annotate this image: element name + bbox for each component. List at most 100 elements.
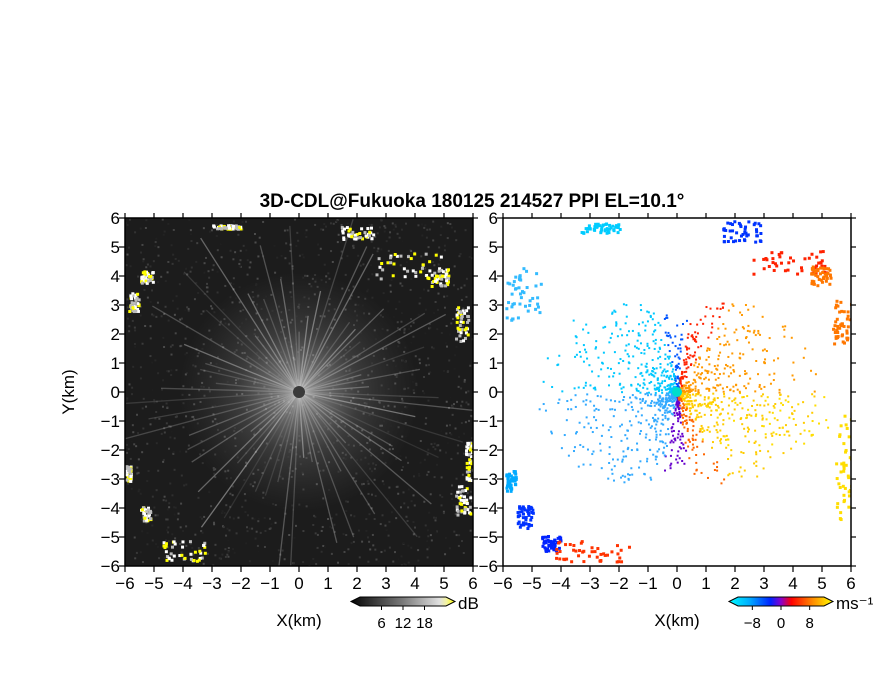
noise-speck xyxy=(469,364,472,367)
boundary-echo xyxy=(386,261,390,265)
noise-speck xyxy=(449,396,452,399)
noise-speck xyxy=(377,560,380,563)
noise-speck xyxy=(396,232,399,235)
boundary-echo xyxy=(524,518,528,522)
boundary-echo xyxy=(455,307,459,311)
reflectivity-x-tick-label: 3 xyxy=(381,574,390,593)
noise-speck xyxy=(406,519,409,522)
noise-speck xyxy=(333,530,336,533)
velocity-gate xyxy=(685,396,688,399)
velocity-gate xyxy=(698,430,701,433)
velocity-gate xyxy=(758,383,761,386)
boundary-echo xyxy=(842,324,846,328)
noise-speck xyxy=(233,551,236,554)
noise-speck xyxy=(130,487,133,490)
radar-center xyxy=(672,387,682,397)
noise-speck xyxy=(186,273,189,276)
velocity-gate xyxy=(624,475,627,478)
boundary-echo xyxy=(131,292,135,296)
velocity-gate xyxy=(657,389,660,392)
velocity-gate xyxy=(708,387,711,390)
noise-speck xyxy=(455,345,458,348)
boundary-echo xyxy=(842,442,846,446)
velocity-gate xyxy=(769,382,772,385)
boundary-echo xyxy=(525,286,529,290)
boundary-echo xyxy=(595,555,599,559)
velocity-gate xyxy=(772,431,775,434)
noise-speck xyxy=(183,484,186,487)
noise-speck xyxy=(127,472,130,475)
noise-speck xyxy=(132,431,135,434)
boundary-echo xyxy=(779,261,783,265)
noise-speck xyxy=(157,469,160,472)
noise-speck xyxy=(427,289,430,292)
velocity-gate xyxy=(584,403,587,406)
noise-speck xyxy=(425,417,428,420)
velocity-gate xyxy=(689,383,692,386)
boundary-echo xyxy=(439,282,443,286)
noise-speck xyxy=(445,424,448,427)
velocity-gate xyxy=(681,398,684,401)
noise-speck xyxy=(335,513,338,516)
boundary-echo xyxy=(510,487,514,491)
boundary-echo xyxy=(544,548,548,552)
noise-speck xyxy=(225,504,228,507)
reflectivity-x-tick-label: 5 xyxy=(439,574,448,593)
noise-speck xyxy=(387,497,390,500)
noise-speck xyxy=(129,265,132,268)
velocity-gate xyxy=(667,397,670,400)
noise-speck xyxy=(467,403,470,406)
velocity-gate xyxy=(700,471,703,474)
noise-speck xyxy=(428,546,431,549)
velocity-gate xyxy=(703,453,706,456)
velocity-gate xyxy=(710,403,713,406)
noise-speck xyxy=(412,521,415,524)
noise-speck xyxy=(264,529,267,532)
noise-speck xyxy=(185,450,188,453)
noise-speck xyxy=(424,224,427,227)
noise-speck xyxy=(352,237,355,240)
radial-streak xyxy=(254,391,300,492)
velocity-gate xyxy=(731,472,734,475)
boundary-echo xyxy=(773,262,777,266)
boundary-echo xyxy=(512,280,516,284)
velocity-gate xyxy=(744,337,747,340)
velocity-gate xyxy=(696,366,699,369)
boundary-echo xyxy=(513,287,517,291)
noise-speck xyxy=(374,494,377,497)
velocity-gate xyxy=(659,384,662,387)
velocity-gate xyxy=(582,386,585,389)
noise-speck xyxy=(185,325,188,328)
velocity-gate xyxy=(694,387,697,390)
velocity-gate xyxy=(734,401,737,404)
velocity-gate xyxy=(643,378,646,381)
radial-streak xyxy=(223,391,300,519)
boundary-echo xyxy=(466,446,470,450)
noise-speck xyxy=(232,548,235,551)
velocity-gate xyxy=(666,388,669,391)
noise-speck xyxy=(185,483,188,486)
boundary-echo xyxy=(458,328,462,332)
boundary-echo xyxy=(131,294,135,298)
noise-speck xyxy=(170,244,173,247)
boundary-echo xyxy=(509,489,513,493)
velocity-gate xyxy=(613,351,616,354)
velocity-gate xyxy=(611,472,614,475)
noise-speck xyxy=(302,530,305,533)
velocity-gate xyxy=(593,404,596,407)
noise-speck xyxy=(451,405,454,408)
velocity-gate xyxy=(706,387,709,390)
velocity-gate xyxy=(637,332,640,335)
velocity-gate xyxy=(669,404,672,407)
velocity-gate xyxy=(706,476,709,479)
velocity-gate xyxy=(664,398,667,401)
noise-speck xyxy=(302,561,305,564)
boundary-echo xyxy=(738,239,742,243)
noise-speck xyxy=(279,553,282,556)
velocity-gate xyxy=(648,439,651,442)
noise-speck xyxy=(397,492,400,495)
noise-speck xyxy=(451,317,454,320)
velocity-gate xyxy=(688,409,691,412)
velocity-gate xyxy=(649,476,652,479)
noise-speck xyxy=(210,305,213,308)
